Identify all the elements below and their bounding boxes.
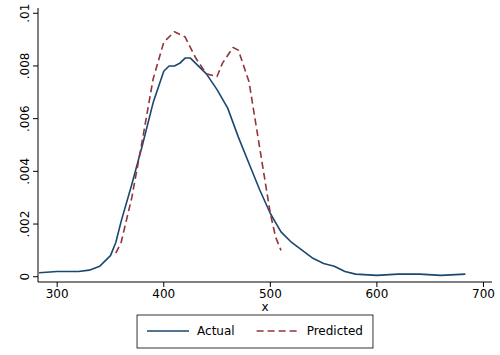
background — [0, 0, 500, 355]
legend: Actual Predicted — [137, 315, 373, 348]
y-tick — [33, 65, 38, 66]
chart: 3004005006007000.002.004.006.008.01xActu… — [0, 0, 500, 355]
y-tick — [33, 13, 38, 14]
plot-area — [39, 32, 465, 276]
y-tick — [33, 224, 38, 225]
series-line — [39, 58, 465, 275]
y-tick-label: .01 — [18, 4, 32, 23]
x-axis-label: x — [261, 300, 268, 314]
y-tick-label: .006 — [18, 105, 32, 132]
series-line — [116, 32, 281, 253]
x-tick-label: 700 — [472, 287, 495, 301]
legend-label: Actual — [197, 324, 235, 338]
y-tick-label: .004 — [18, 158, 32, 185]
chart-container: 3004005006007000.002.004.006.008.01xActu… — [0, 0, 500, 355]
legend-swatch — [257, 330, 299, 332]
y-tick — [33, 118, 38, 119]
y-tick-label: .002 — [18, 211, 32, 238]
x-axis — [38, 282, 492, 283]
x-tick-label: 300 — [46, 287, 69, 301]
x-tick-label: 500 — [259, 287, 282, 301]
x-tick-label: 600 — [365, 287, 388, 301]
legend-label: Predicted — [307, 324, 363, 338]
y-tick — [33, 276, 38, 277]
y-tick — [33, 171, 38, 172]
y-tick-label: .008 — [18, 53, 32, 80]
y-tick-label: 0 — [18, 273, 32, 281]
legend-swatch — [147, 330, 189, 332]
x-tick-label: 400 — [152, 287, 175, 301]
legend-box — [137, 315, 373, 348]
y-axis — [38, 8, 39, 282]
